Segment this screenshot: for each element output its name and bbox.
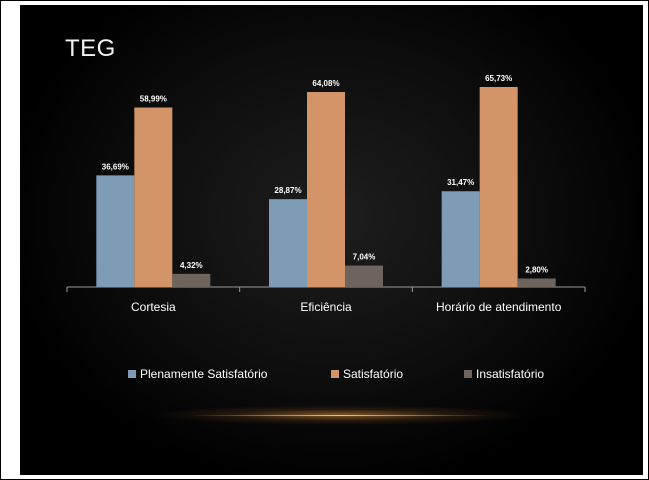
legend-swatch	[464, 370, 472, 378]
bar-data-label: 2,80%	[525, 265, 548, 274]
bar-data-label: 4,32%	[180, 261, 203, 270]
legend-item: Plenamente Satisfatório	[128, 367, 268, 381]
bar-data-label: 36,69%	[102, 162, 129, 171]
bar	[172, 273, 211, 287]
bar	[517, 278, 556, 287]
decorative-glow-line	[190, 415, 490, 416]
slide-title: TEG	[65, 35, 116, 62]
legend-item: Satisfatório	[331, 367, 403, 381]
bar	[479, 87, 518, 287]
bar-data-label: 65,73%	[485, 74, 512, 83]
bar	[307, 92, 345, 287]
legend-swatch	[128, 370, 136, 378]
legend-item: Insatisfatório	[464, 367, 544, 381]
bar	[96, 175, 135, 287]
category-label: Cortesia	[131, 300, 176, 314]
category-label: Horário de atendimento	[436, 300, 562, 314]
legend-label: Satisfatório	[343, 367, 403, 381]
bar-data-label: 7,04%	[353, 253, 376, 262]
legend-label: Plenamente Satisfatório	[140, 367, 268, 381]
bar-chart: 36,69% 58,99% 4,32% Cortesia 28,87% 64,08% 7,0…	[66, 74, 586, 381]
bar-data-label: 28,87%	[274, 186, 301, 195]
bar	[345, 265, 383, 287]
bar-data-label: 31,47%	[447, 178, 474, 187]
bar	[269, 199, 307, 287]
bar	[134, 107, 173, 287]
bar-data-label: 64,08%	[312, 79, 339, 88]
slide: TEG 36,69% 58,99% 4,32% Cortesia 28,87% 64,08…	[20, 5, 643, 475]
bar	[441, 191, 480, 287]
legend-label: Insatisfatório	[476, 367, 544, 381]
category-label: Eficiência	[300, 300, 352, 314]
legend-swatch	[331, 370, 339, 378]
bar-data-label: 58,99%	[140, 95, 167, 104]
